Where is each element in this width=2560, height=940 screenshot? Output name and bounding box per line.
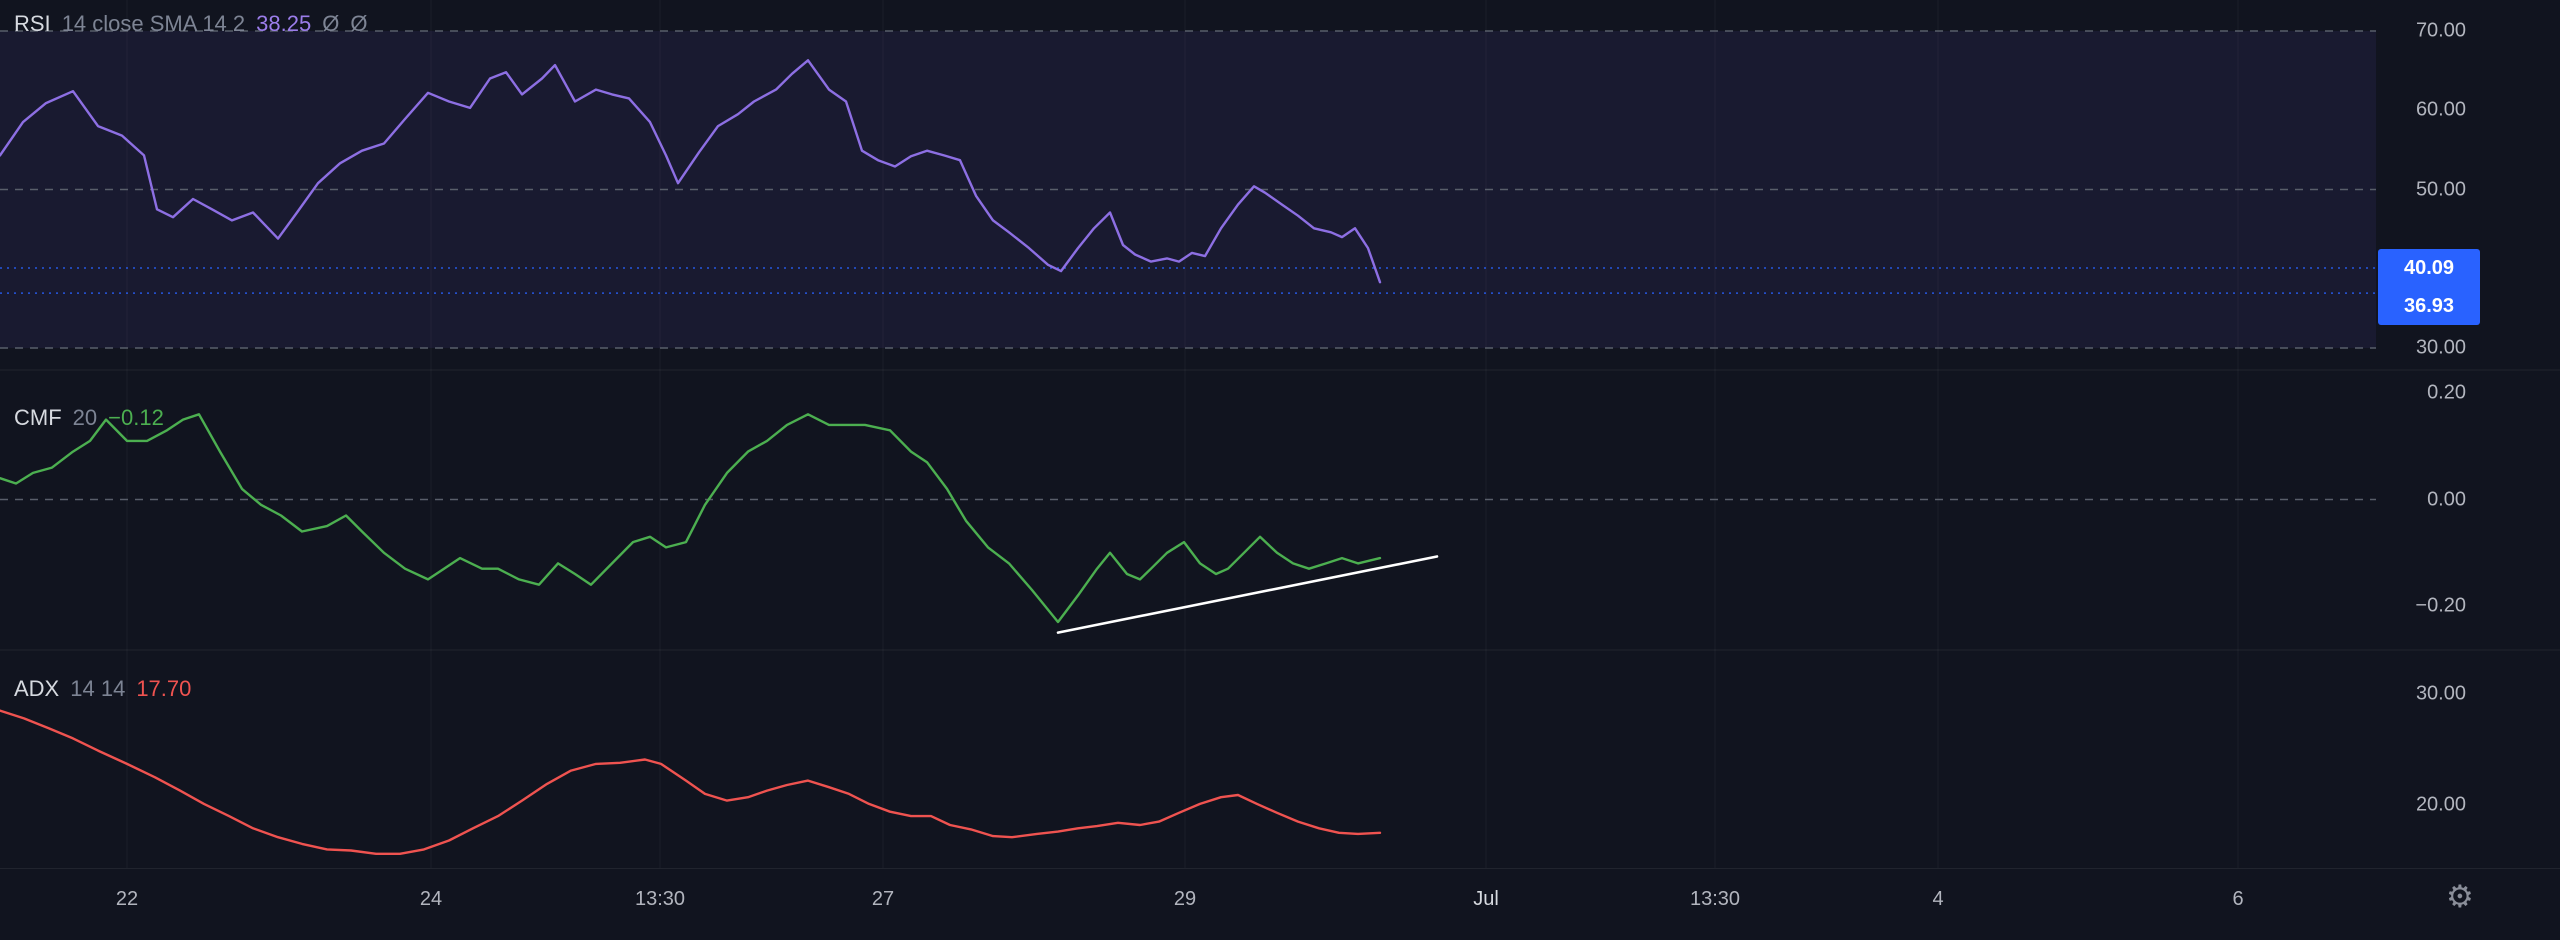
time-label: 24 (419, 888, 443, 910)
indicator-value: 38.25 (256, 11, 312, 36)
price-label: 60.00 (2415, 98, 2466, 121)
cmf-series-line (0, 413, 1382, 624)
time-label: Jul (1473, 888, 1499, 910)
price-label: 0.00 (2427, 488, 2466, 510)
price-label: 30.00 (2415, 682, 2466, 705)
adx-series-line (0, 709, 1382, 855)
price-label: 70.00 (2415, 19, 2466, 42)
rsi-series-line (0, 59, 1382, 284)
price-scale[interactable]: 70.00 60.00 50.00 30.00 0.20 0.00 −0.20 30.00 20… (2376, 0, 2560, 868)
time-label: 22 (115, 888, 139, 910)
time-label: 13:30 (634, 888, 686, 910)
price-label: −0.20 (2415, 594, 2466, 617)
indicator-value: 17.70 (136, 676, 192, 701)
badge-value-primary: 40.09 (2403, 257, 2455, 280)
indicator-name: ADX (14, 676, 60, 701)
price-label: 20.00 (2415, 793, 2466, 816)
indicator-name: CMF (14, 405, 62, 430)
badge-value-secondary: 36.93 (2403, 295, 2455, 318)
indicator-params: 20 (72, 405, 98, 430)
indicator-name: RSI (14, 11, 51, 36)
time-label: 27 (871, 888, 895, 910)
rsi-value-badge: 40.09 36.93 (2378, 249, 2480, 326)
rsi-indicator-title[interactable]: RSI 14 close SMA 14 2 38.25 Ø Ø (14, 10, 367, 38)
adx-indicator-title[interactable]: ADX 14 14 17.70 (14, 675, 191, 703)
hidden-value-symbol: Ø (322, 11, 340, 36)
time-label: 29 (1173, 888, 1197, 910)
indicator-params: 14 close SMA 14 2 (61, 11, 246, 36)
price-label: 30.00 (2415, 336, 2466, 359)
indicator-params: 14 14 (70, 676, 126, 701)
time-label: 4 (1932, 888, 1944, 910)
time-label: 13:30 (1689, 888, 1741, 910)
trendline-drawing[interactable] (1056, 555, 1439, 634)
price-label: 50.00 (2415, 178, 2466, 200)
time-axis[interactable]: 22 24 13:30 27 29 Jul 13:30 4 6 (0, 868, 2560, 940)
cmf-indicator-title[interactable]: CMF 20 −0.12 (14, 404, 164, 432)
hidden-value-symbol: Ø (350, 11, 368, 36)
indicator-value: −0.12 (108, 405, 164, 430)
price-label: 0.20 (2427, 381, 2466, 404)
settings-gear-icon[interactable]: ⚙ (2446, 879, 2474, 914)
time-label: 6 (2232, 888, 2244, 910)
